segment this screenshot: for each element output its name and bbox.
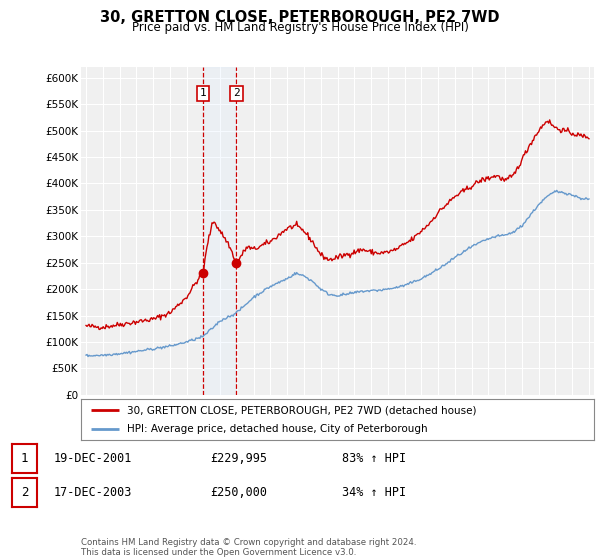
Text: 17-DEC-2003: 17-DEC-2003 (54, 486, 133, 499)
Text: 2: 2 (233, 88, 240, 99)
Text: 1: 1 (21, 452, 28, 465)
Text: Price paid vs. HM Land Registry's House Price Index (HPI): Price paid vs. HM Land Registry's House … (131, 21, 469, 34)
Text: 34% ↑ HPI: 34% ↑ HPI (342, 486, 406, 499)
Text: £229,995: £229,995 (210, 452, 267, 465)
Text: HPI: Average price, detached house, City of Peterborough: HPI: Average price, detached house, City… (127, 424, 428, 433)
Text: 30, GRETTON CLOSE, PETERBOROUGH, PE2 7WD: 30, GRETTON CLOSE, PETERBOROUGH, PE2 7WD (100, 10, 500, 25)
Bar (203, 67, 236, 395)
Text: £250,000: £250,000 (210, 486, 267, 499)
Text: 2: 2 (21, 486, 28, 499)
Text: 19-DEC-2001: 19-DEC-2001 (54, 452, 133, 465)
Text: Contains HM Land Registry data © Crown copyright and database right 2024.
This d: Contains HM Land Registry data © Crown c… (81, 538, 416, 557)
Text: 30, GRETTON CLOSE, PETERBOROUGH, PE2 7WD (detached house): 30, GRETTON CLOSE, PETERBOROUGH, PE2 7WD… (127, 405, 476, 415)
Text: 1: 1 (200, 88, 206, 99)
Text: 83% ↑ HPI: 83% ↑ HPI (342, 452, 406, 465)
